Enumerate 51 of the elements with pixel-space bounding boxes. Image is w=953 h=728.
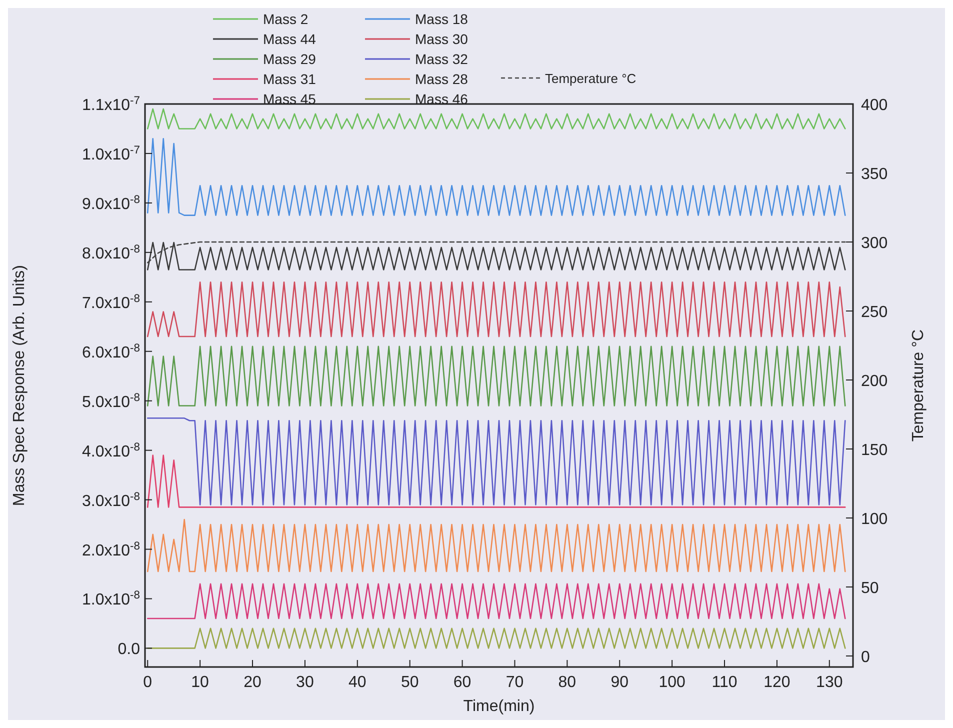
x-tick-label: 40 <box>348 674 366 691</box>
x-tick-label: 50 <box>400 674 419 691</box>
y2-tick-label: 150 <box>861 442 888 459</box>
legend-label: Mass 30 <box>415 31 468 47</box>
y-tick-label: 9.0x10$^{-8}$ <box>82 194 140 213</box>
x-tick-label: 70 <box>506 674 524 691</box>
y-tick-label: 8.0x10$^{-8}$ <box>82 243 140 262</box>
legend-label: Mass 29 <box>263 51 316 67</box>
y2-tick-label: 250 <box>861 304 888 321</box>
y2-tick-label: 350 <box>861 166 888 183</box>
line-series <box>146 518 846 572</box>
x-tick-label: 20 <box>244 674 262 691</box>
y-tick-label: 5.0x10$^{-8}$ <box>82 392 140 411</box>
legend-label: Mass 32 <box>415 51 468 67</box>
y-tick-label: 2.0x10$^{-8}$ <box>82 540 140 560</box>
y-tick-label: 1.0x10$^{-8}$ <box>82 590 140 609</box>
legend-label: Mass 28 <box>415 71 468 87</box>
legend-label: Mass 2 <box>263 11 308 27</box>
legend-label: Temperature °C <box>545 71 636 86</box>
line-series <box>146 281 846 338</box>
y-tick-label: 1.1x10$^{-7}$ <box>82 95 140 114</box>
x-tick-label: 100 <box>658 674 686 691</box>
x-tick-label: 90 <box>610 674 629 691</box>
legend-label: Mass 18 <box>415 11 468 27</box>
legend-label: Mass 31 <box>263 71 316 87</box>
x-axis-title: Time(min) <box>463 698 535 715</box>
x-tick-label: 130 <box>816 674 843 691</box>
y2-tick-label: 400 <box>861 97 888 114</box>
y-tick-label: 0.0 <box>118 641 140 658</box>
y2-tick-label: 200 <box>861 372 888 390</box>
y-tick-label: 6.0x10$^{-8}$ <box>82 342 140 362</box>
x-tick-label: 60 <box>453 674 472 691</box>
x-tick-label: 30 <box>296 674 314 691</box>
x-tick-label: 120 <box>764 674 790 691</box>
x-tick-label: 10 <box>191 674 210 691</box>
y-tick-label: 7.0x10$^{-8}$ <box>82 292 140 312</box>
x-tick-label: 110 <box>712 674 738 691</box>
y2-tick-label: 300 <box>861 234 888 252</box>
y-tick-label: 3.0x10$^{-8}$ <box>82 490 140 510</box>
y2-tick-label: 50 <box>861 580 879 597</box>
x-tick-label: 0 <box>143 674 152 691</box>
y2-axis-title: Temperature °C <box>910 329 927 442</box>
y-tick-label: 4.0x10$^{-8}$ <box>82 441 140 460</box>
y2-tick-label: 0 <box>861 648 870 666</box>
y-tick-label: 1.0x10$^{-7}$ <box>82 144 140 164</box>
line-series <box>146 138 846 216</box>
y-axis-title: Mass Spec Response (Arb. Units) <box>11 265 28 506</box>
x-tick-label: 80 <box>558 674 576 691</box>
line-series <box>146 108 846 130</box>
legend-label: Mass 44 <box>263 31 316 47</box>
y2-tick-label: 100 <box>861 510 888 528</box>
